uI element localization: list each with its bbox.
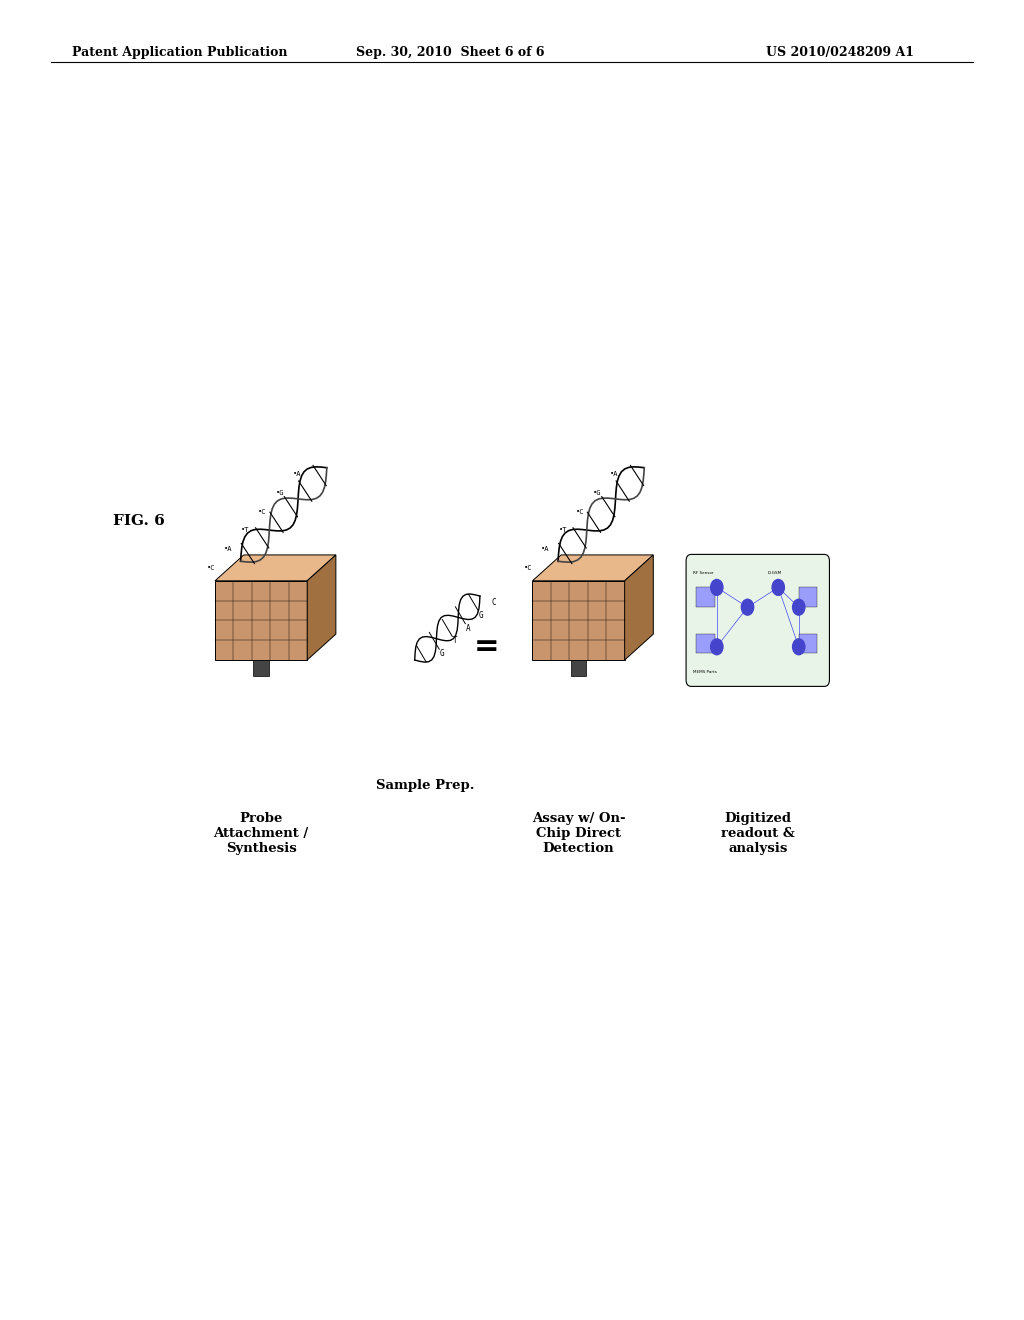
Text: •A: •A [224,546,232,552]
Text: Sample Prep.: Sample Prep. [376,779,474,792]
Text: G: G [479,611,483,620]
Bar [571,660,586,676]
Text: MEMS Parts: MEMS Parts [693,671,717,675]
Circle shape [772,579,784,595]
Text: •A: •A [293,471,301,478]
Polygon shape [215,581,307,660]
Text: •G: •G [593,490,601,496]
Bar [696,587,715,607]
Circle shape [793,599,805,615]
Text: •T: •T [241,528,250,533]
Polygon shape [307,554,336,660]
Text: Digitized
readout &
analysis: Digitized readout & analysis [721,812,795,855]
Bar [696,634,715,653]
Text: Sep. 30, 2010  Sheet 6 of 6: Sep. 30, 2010 Sheet 6 of 6 [356,46,545,59]
Polygon shape [625,554,653,660]
Text: FIG. 6: FIG. 6 [113,515,165,528]
Text: •A: •A [542,546,550,552]
Text: A: A [466,623,470,632]
Text: •T: •T [558,528,567,533]
Text: •A: •A [610,471,618,478]
Text: •C: •C [207,565,215,570]
Text: •C: •C [524,565,532,570]
Circle shape [793,639,805,655]
Text: US 2010/0248209 A1: US 2010/0248209 A1 [766,46,913,59]
Circle shape [711,579,723,595]
Text: Patent Application Publication: Patent Application Publication [72,46,287,59]
Text: •C: •C [575,508,584,515]
Circle shape [711,639,723,655]
Text: =: = [473,632,500,661]
Polygon shape [532,554,653,581]
Text: Assay w/ On-
Chip Direct
Detection: Assay w/ On- Chip Direct Detection [531,812,626,855]
Polygon shape [532,581,625,660]
Text: G: G [439,649,444,659]
Text: •G: •G [275,490,284,496]
Text: C: C [492,598,497,607]
Polygon shape [215,554,336,581]
Text: T: T [453,636,458,645]
Bar [254,660,268,676]
Bar [799,634,817,653]
Circle shape [741,599,754,615]
Text: D-GSM: D-GSM [768,572,782,576]
FancyBboxPatch shape [686,554,829,686]
Text: Probe
Attachment /
Synthesis: Probe Attachment / Synthesis [213,812,309,855]
Text: •C: •C [258,508,266,515]
Bar [799,587,817,607]
Text: RF Sensor: RF Sensor [693,572,714,576]
